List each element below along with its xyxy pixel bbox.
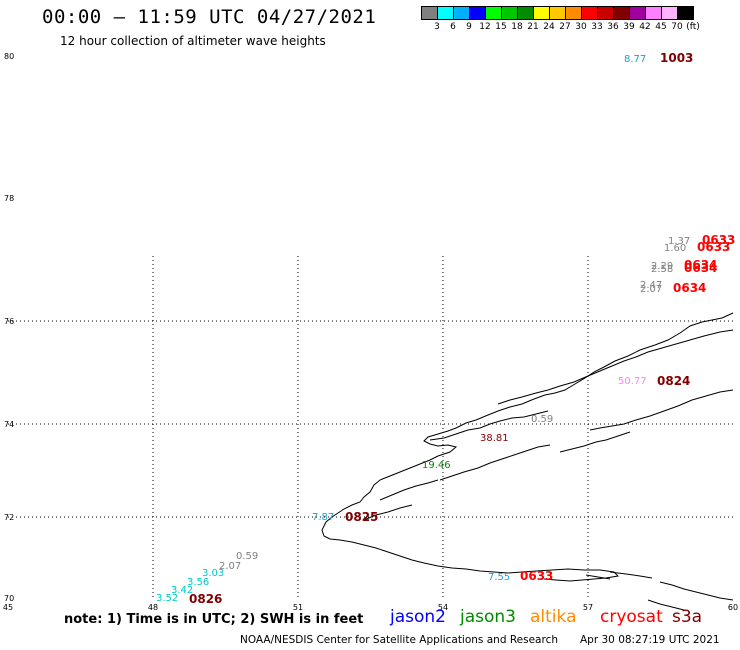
colorbar-label: 12 — [479, 22, 491, 32]
colorbar-label: 3 — [434, 22, 440, 32]
satellite-cryosat-label: cryosat — [600, 607, 663, 627]
observation-label: 7.87 — [312, 512, 334, 523]
colorbar-label: 70 — [671, 22, 683, 32]
colorbar-label: 30 — [575, 22, 587, 32]
coastline-inner-2 — [497, 329, 734, 405]
colorbar-label: 18 — [511, 22, 523, 32]
lat-label: 76 — [4, 317, 14, 326]
page-title: 00:00 – 11:59 UTC 04/27/2021 — [42, 6, 377, 28]
coastline-inner-3 — [589, 389, 734, 431]
observation-label: 8.77 — [624, 54, 646, 65]
observation-label: 1.60 — [664, 243, 686, 254]
observation-label: 3.42 — [171, 585, 193, 596]
observation-label: 2.07 — [219, 561, 241, 572]
colorbar-label: (ft) — [686, 22, 700, 32]
colorbar-labels: 3 6 9 12 15 18 21 24 27 30 33 36 39 42 45 70 (ft) — [421, 22, 740, 34]
lon-label: 54 — [438, 603, 448, 612]
observation-label: 0633 — [697, 240, 730, 254]
colorbar-label: 36 — [607, 22, 619, 32]
lat-label: 80 — [4, 52, 14, 61]
colorbar-label: 39 — [623, 22, 635, 32]
coastline-inner-6 — [379, 479, 439, 501]
observation-label: 3.03 — [202, 568, 224, 579]
colorbar — [421, 6, 694, 20]
observation-label: 0634 — [684, 261, 717, 275]
lat-label: 70 — [4, 594, 14, 603]
observation-label: 1003 — [660, 51, 693, 65]
observation-label: 0.59 — [531, 414, 553, 425]
lon-label: 51 — [293, 603, 303, 612]
coastline-south-4 — [585, 574, 611, 580]
observation-label: 3.52 — [156, 593, 178, 604]
colorbar-label: 33 — [591, 22, 603, 32]
colorbar-label: 21 — [527, 22, 539, 32]
observation-label: 1.37 — [668, 236, 690, 247]
lon-label: 45 — [3, 603, 13, 612]
coastline-inner-5 — [439, 444, 551, 481]
lat-label: 72 — [4, 513, 14, 522]
coastline-main — [321, 312, 734, 582]
page-subtitle: 12 hour collection of altimeter wave hei… — [60, 34, 326, 48]
footer-timestamp: Apr 30 08:27:19 UTC 2021 — [580, 634, 720, 646]
coastline-south-3 — [647, 599, 685, 611]
observation-label: 50.77 — [618, 376, 647, 387]
lon-label: 60 — [728, 603, 738, 612]
lon-label: 57 — [583, 603, 593, 612]
satellite-jason3-label: jason3 — [460, 607, 516, 627]
observation-label: 0634 — [684, 258, 717, 272]
observation-label: 3.56 — [187, 577, 209, 588]
colorbar-label: 15 — [495, 22, 507, 32]
note-text: note: 1) Time is in UTC; 2) SWH is in fe… — [64, 612, 364, 627]
colorbar-label: 27 — [559, 22, 571, 32]
observation-label: 7.55 — [488, 572, 510, 583]
colorbar-swatch — [677, 6, 694, 20]
observation-label: 0824 — [657, 374, 690, 388]
observation-label: 0825 — [345, 510, 378, 524]
observation-label: 0633 — [520, 569, 553, 583]
coastline-south-2 — [659, 581, 734, 601]
coastline-inner-1 — [429, 410, 549, 441]
observation-label: 2.29 — [651, 261, 673, 272]
lat-label: 78 — [4, 194, 14, 203]
observation-label: 2.07 — [640, 284, 662, 295]
observation-label: 0.59 — [236, 551, 258, 562]
coastline-south-1 — [609, 571, 653, 579]
colorbar-label: 42 — [639, 22, 651, 32]
colorbar-label: 45 — [655, 22, 667, 32]
observation-label: 0826 — [189, 592, 222, 606]
observation-label: 0633 — [702, 233, 735, 247]
coastline — [321, 312, 734, 611]
satellite-altika-label: altika — [530, 607, 577, 627]
satellite-s3a-label: s3a — [672, 607, 703, 627]
footer-credit: NOAA/NESDIS Center for Satellite Applica… — [240, 634, 558, 646]
satellite-jason2-label: jason2 — [390, 607, 446, 627]
observation-label: 38.81 — [480, 433, 509, 444]
lat-lon-grid: 45 48 51 54 57 60 80 78 76 74 72 70 — [3, 52, 738, 612]
lat-label: 74 — [4, 420, 14, 429]
colorbar-label: 24 — [543, 22, 555, 32]
observation-label: 2.58 — [651, 264, 673, 275]
observation-label: 2.47 — [640, 280, 662, 291]
observation-label: 19.46 — [422, 460, 451, 471]
colorbar-label: 9 — [466, 22, 472, 32]
coastline-inner-7 — [363, 504, 413, 521]
colorbar-label: 6 — [450, 22, 456, 32]
observation-label: 0634 — [673, 281, 706, 295]
coastline-inner-4 — [559, 431, 631, 453]
lon-label: 48 — [148, 603, 158, 612]
